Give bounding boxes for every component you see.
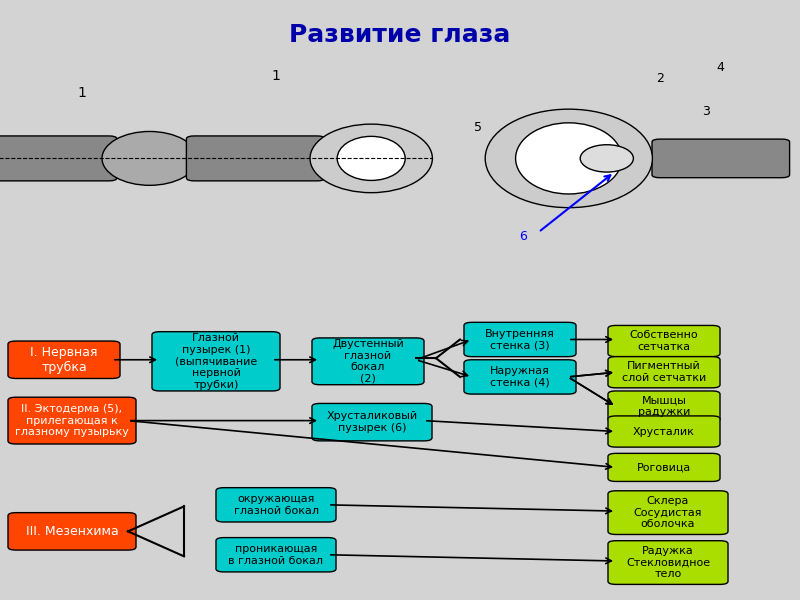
Text: Хрусталик: Хрусталик: [633, 427, 695, 437]
FancyBboxPatch shape: [608, 454, 720, 481]
FancyBboxPatch shape: [152, 332, 280, 391]
FancyBboxPatch shape: [464, 360, 576, 394]
Text: Склера
Сосудистая
оболочка: Склера Сосудистая оболочка: [634, 496, 702, 529]
Ellipse shape: [338, 136, 405, 181]
Text: Глазной
пузырек (1)
(выпячивание
нервной
трубки): Глазной пузырек (1) (выпячивание нервной…: [175, 333, 257, 389]
FancyBboxPatch shape: [608, 491, 728, 535]
Text: Наружная
стенка (4): Наружная стенка (4): [490, 366, 550, 388]
Text: Пигментный
слой сетчатки: Пигментный слой сетчатки: [622, 361, 706, 383]
Ellipse shape: [485, 109, 653, 208]
FancyBboxPatch shape: [608, 325, 720, 356]
FancyBboxPatch shape: [652, 139, 790, 178]
Text: 6: 6: [519, 230, 527, 244]
Text: Радужка
Стекловидное
тело: Радужка Стекловидное тело: [626, 546, 710, 579]
FancyBboxPatch shape: [312, 403, 432, 441]
Text: 4: 4: [717, 61, 725, 74]
Text: 3: 3: [702, 104, 710, 118]
FancyBboxPatch shape: [608, 356, 720, 388]
Text: I. Нервная
трубка: I. Нервная трубка: [30, 346, 98, 374]
FancyBboxPatch shape: [8, 512, 136, 550]
Text: окружающая
глазной бокал: окружающая глазной бокал: [234, 494, 318, 515]
FancyBboxPatch shape: [464, 322, 576, 356]
Text: Собственно
сетчатка: Собственно сетчатка: [630, 330, 698, 352]
Text: Развитие глаза: Развитие глаза: [290, 23, 510, 47]
Text: Хрусталиковый
пузырек (6): Хрусталиковый пузырек (6): [326, 412, 418, 433]
Ellipse shape: [310, 124, 433, 193]
Text: 2: 2: [656, 72, 664, 85]
FancyBboxPatch shape: [186, 136, 325, 181]
Text: 1: 1: [271, 69, 281, 83]
Text: Внутренняя
стенка (3): Внутренняя стенка (3): [485, 329, 555, 350]
Ellipse shape: [102, 131, 197, 185]
FancyBboxPatch shape: [216, 538, 336, 572]
Text: проникающая
в глазной бокал: проникающая в глазной бокал: [229, 544, 323, 566]
Ellipse shape: [580, 145, 634, 172]
Text: 5: 5: [474, 121, 482, 134]
FancyBboxPatch shape: [608, 416, 720, 447]
Ellipse shape: [515, 123, 622, 194]
FancyBboxPatch shape: [312, 338, 424, 385]
Text: III. Мезенхима: III. Мезенхима: [26, 525, 118, 538]
Text: 1: 1: [77, 86, 86, 100]
Text: Мышцы
радужки: Мышцы радужки: [638, 396, 690, 418]
Text: Двустенный
глазной
бокал
(2): Двустенный глазной бокал (2): [332, 339, 404, 384]
Text: Роговица: Роговица: [637, 463, 691, 472]
FancyBboxPatch shape: [608, 391, 720, 422]
FancyBboxPatch shape: [608, 541, 728, 584]
FancyBboxPatch shape: [216, 488, 336, 522]
Text: II. Эктодерма (5),
прилегающая к
глазному пузырьку: II. Эктодерма (5), прилегающая к глазном…: [15, 404, 129, 437]
FancyBboxPatch shape: [8, 397, 136, 444]
FancyBboxPatch shape: [8, 341, 120, 379]
FancyBboxPatch shape: [0, 136, 117, 181]
